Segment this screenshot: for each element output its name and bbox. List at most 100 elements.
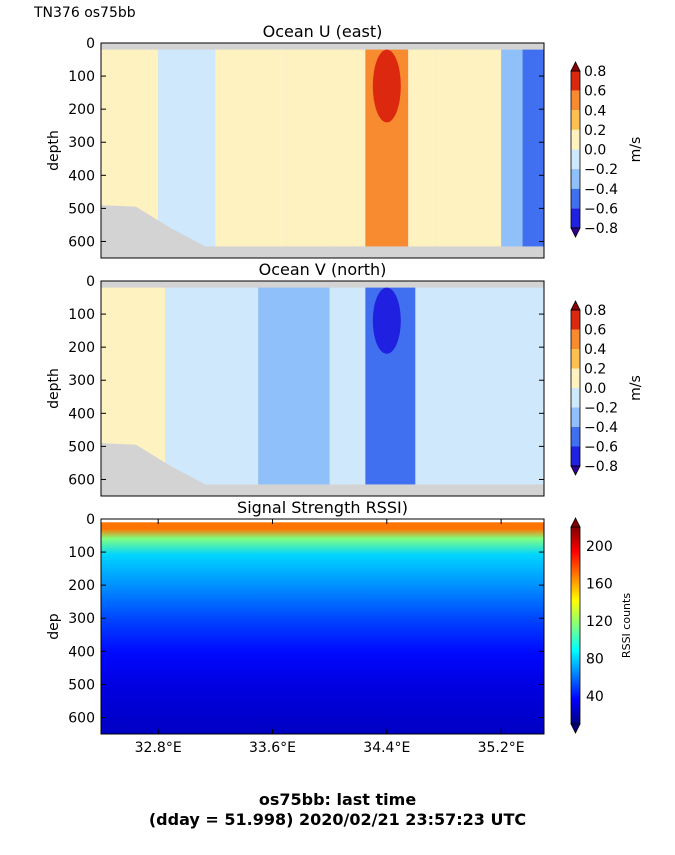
velocity-band [215, 49, 287, 247]
colorbar-segment [571, 388, 580, 408]
colorbar-tick-label: −0.4 [584, 420, 618, 436]
colorbar-label: RSSI counts [620, 593, 633, 658]
velocity-band [258, 287, 330, 485]
velocity-panel-1: Ocean U (east) depth 0 100 200 300 400 500 600 0.… [46, 22, 644, 259]
colorbar-segment [571, 129, 580, 150]
rssi-panel: Signal Strength RSSI) dep 0 100 200 300 400 500… [46, 498, 633, 756]
velocity-core [372, 49, 401, 123]
colorbar-tick-label: 0.4 [584, 103, 606, 119]
colorbar-tick-label: 0.8 [584, 64, 606, 80]
colorbar-tick-label: 0.8 [584, 303, 606, 319]
colorbar-extend-bottom [570, 723, 581, 734]
colorbar-tick-label: 0.2 [584, 123, 606, 139]
y-tick-label: 500 [68, 439, 95, 455]
y-tick-label: 600 [68, 472, 95, 488]
y-axis-label: depth [46, 130, 62, 171]
velocity-band [415, 287, 487, 485]
y-tick-label: 200 [68, 340, 95, 356]
no-data-bottom [101, 443, 544, 496]
colorbar-tick-label: 0.6 [584, 84, 606, 100]
panel-title: Ocean V (north) [259, 260, 387, 279]
rssi-field [101, 522, 544, 734]
x-tick-label: 33.6°E [249, 740, 296, 756]
colorbar-segment [571, 368, 580, 388]
x-tick-label: 35.2°E [478, 740, 525, 756]
colorbar-segment [571, 427, 580, 447]
colorbar-tick-label: −0.8 [584, 459, 618, 475]
x-tick-label: 32.8°E [135, 740, 182, 756]
velocity-band [329, 287, 366, 485]
colorbar-gradient [570, 526, 581, 725]
colorbar-segment [571, 169, 580, 189]
heatmap-area [101, 281, 544, 496]
y-tick-label: 200 [68, 102, 95, 118]
colorbar-extend-bottom [570, 465, 581, 476]
y-tick-label: 200 [68, 578, 95, 594]
figure-header: TN376 os75bb [33, 5, 136, 21]
colorbar-segment [571, 71, 580, 91]
colorbar-frame [570, 309, 581, 467]
colorbar-segment [571, 110, 580, 130]
velocity-band [286, 49, 330, 247]
y-tick-label: 500 [68, 677, 95, 693]
velocity-band [472, 49, 502, 247]
y-tick-label: 0 [86, 274, 95, 290]
y-tick-label: 0 [86, 36, 95, 52]
colorbar-tick-label: 80 [586, 651, 604, 667]
colorbar-tick-label: 0.2 [584, 362, 606, 378]
x-tick-label: 34.4°E [363, 740, 410, 756]
colorbar-tick-label: 200 [586, 539, 613, 555]
colorbar-extend-top [570, 300, 581, 311]
panel-title: Signal Strength RSSI) [237, 498, 408, 517]
caption-line-2: (dday = 51.998) 2020/02/21 23:57:23 UTC [148, 810, 527, 829]
colorbar-tick-label: 40 [586, 689, 604, 705]
colorbar-frame [570, 70, 581, 229]
colorbar-segment [571, 407, 580, 427]
plot-frame [100, 518, 545, 735]
colorbar-tick-label: 0.4 [584, 342, 606, 358]
velocity-band [329, 49, 366, 247]
colorbar-extend-bottom [570, 227, 581, 238]
colorbar-tick-label: −0.2 [584, 162, 618, 178]
colorbar-label: m/s [628, 137, 644, 163]
colorbar: 200 160 120 80 40 RSSI counts [570, 517, 633, 734]
colorbar-segment [571, 446, 580, 466]
caption-line-1: os75bb: last time [258, 790, 417, 809]
colorbar-tick-label: 0.0 [584, 143, 606, 159]
plot-frame [100, 42, 545, 259]
y-axis-label: dep [46, 613, 62, 640]
y-tick-label: 100 [68, 307, 95, 323]
colorbar-segment [571, 208, 580, 228]
colorbar-tick-label: 160 [586, 576, 613, 592]
colorbar-tick-label: 120 [586, 614, 613, 630]
y-tick-label: 600 [68, 710, 95, 726]
colorbar-tick-label: −0.4 [584, 182, 618, 198]
velocity-band [486, 287, 544, 485]
colorbar-segment [571, 90, 580, 111]
velocity-band [408, 49, 437, 247]
heatmap-area [101, 43, 544, 258]
y-tick-label: 600 [68, 234, 95, 250]
colorbar: 0.8 0.6 0.4 0.2 0.0 −0.2 −0.4 −0.6 −0.8 m/s [570, 300, 644, 476]
colorbar-extend-top [570, 517, 581, 528]
colorbar: 0.8 0.6 0.4 0.2 0.0 −0.2 −0.4 −0.6 −0.8 m/s [570, 61, 644, 238]
y-tick-label: 400 [68, 644, 95, 660]
y-tick-label: 100 [68, 545, 95, 561]
y-tick-label: 0 [86, 512, 95, 528]
colorbar-segment [571, 349, 580, 369]
colorbar-tick-label: −0.6 [584, 201, 618, 217]
colorbar-tick-label: 0.6 [584, 323, 606, 339]
y-tick-label: 400 [68, 168, 95, 184]
colorbar-segment [571, 329, 580, 349]
colorbar-tick-label: −0.2 [584, 401, 618, 417]
y-tick-label: 400 [68, 406, 95, 422]
velocity-band [522, 49, 544, 247]
y-tick-label: 300 [68, 135, 95, 151]
colorbar-segment [571, 149, 580, 170]
colorbar-label: m/s [628, 375, 644, 401]
colorbar-extend-top [570, 61, 581, 72]
no-data-bottom [101, 205, 544, 258]
panel-title: Ocean U (east) [263, 22, 383, 41]
colorbar-segment [571, 188, 580, 209]
